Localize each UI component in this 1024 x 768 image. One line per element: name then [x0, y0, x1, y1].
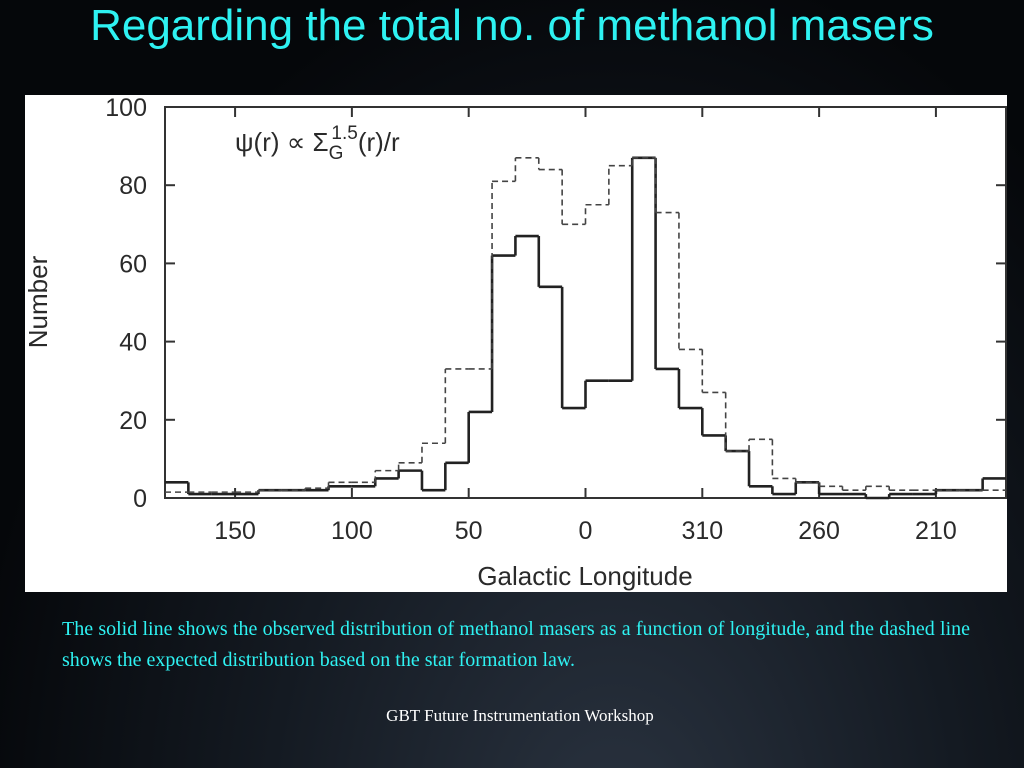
- x-tick-label: 0: [579, 517, 593, 545]
- x-tick-label: 260: [798, 517, 840, 545]
- y-tick-label: 80: [119, 172, 147, 200]
- y-axis-label: Number: [25, 255, 53, 348]
- y-tick-label: 100: [105, 95, 147, 122]
- slide-title: Regarding the total no. of methanol mase…: [90, 1, 934, 50]
- chart: ψ(r) ∝ ΣG1.5(r)/r Galactic Longitude Num…: [25, 95, 1007, 592]
- annotation-part: G: [329, 143, 344, 164]
- annotation-part: (r)/r: [358, 127, 400, 157]
- x-tick-label: 100: [331, 517, 373, 545]
- footer: GBT Future Instrumentation Workshop: [386, 706, 654, 725]
- y-tick-label: 20: [119, 407, 147, 435]
- annotation: ψ(r) ∝ ΣG1.5(r)/r: [235, 123, 400, 164]
- y-tick-label: 40: [119, 329, 147, 357]
- y-tick-label: 0: [133, 485, 147, 513]
- x-axis-label: Galactic Longitude: [477, 561, 692, 591]
- x-tick-label: 50: [455, 517, 483, 545]
- caption: The solid line shows the observed distri…: [62, 618, 970, 671]
- x-tick-label: 210: [915, 517, 957, 545]
- x-tick-label: 150: [214, 517, 256, 545]
- annotation-part: 1.5: [331, 123, 357, 144]
- plot-frame: [164, 106, 1007, 499]
- x-tick-label: 310: [681, 517, 723, 545]
- annotation-part: ψ(r) ∝ Σ: [235, 127, 329, 157]
- y-tick-label: 60: [119, 250, 147, 278]
